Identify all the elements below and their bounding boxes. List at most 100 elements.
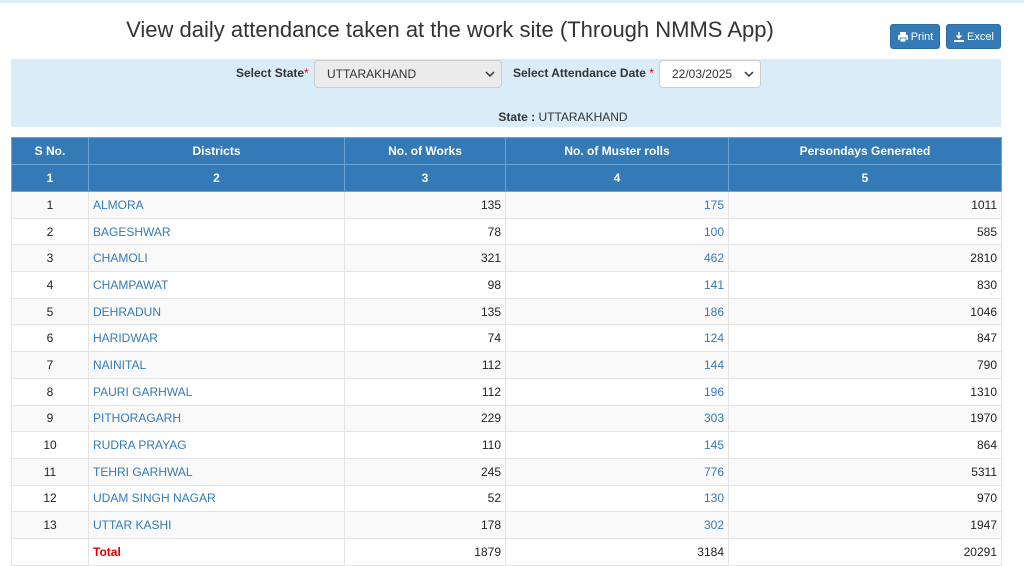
cell-district[interactable]: HARIDWAR (88, 324, 345, 353)
cell-sno: 2 (11, 217, 89, 246)
cell-persondays: 847 (728, 324, 1002, 353)
top-strip (0, 0, 1024, 3)
col-header-sno: S No. (11, 137, 89, 165)
state-info-label: State : (498, 110, 536, 124)
cell-district[interactable]: UDAM SINGH NAGAR (88, 484, 345, 513)
col-index: 1 (11, 164, 89, 192)
cell-muster[interactable]: 303 (505, 404, 729, 433)
muster-link[interactable]: 186 (703, 304, 724, 319)
cell-district[interactable]: ALMORA (88, 191, 345, 219)
muster-link[interactable]: 462 (703, 251, 724, 266)
cell-district[interactable]: BAGESHWAR (88, 217, 345, 246)
cell-works: 52 (344, 484, 506, 513)
muster-link[interactable]: 776 (703, 464, 724, 479)
cell-muster[interactable]: 100 (505, 217, 729, 246)
cell-district[interactable]: PITHORAGARH (88, 404, 345, 433)
cell-sno: 8 (11, 377, 89, 406)
page-title: View daily attendance taken at the work … (126, 17, 774, 42)
date-select[interactable]: 22/03/2025 (659, 60, 761, 88)
cell-district[interactable]: DEHRADUN (88, 297, 345, 326)
muster-link[interactable]: 303 (703, 411, 724, 426)
cell-muster[interactable]: 302 (505, 511, 729, 539)
district-link[interactable]: RUDRA PRAYAG (93, 438, 187, 453)
cell-sno: 13 (11, 511, 89, 539)
district-link[interactable]: PAURI GARHWAL (93, 384, 193, 399)
cell-total-label: Total (88, 537, 345, 566)
district-link[interactable]: CHAMOLI (93, 251, 148, 266)
col-header-muster: No. of Muster rolls (505, 137, 729, 165)
muster-link[interactable]: 145 (703, 438, 724, 453)
table-row: 2 BAGESHWAR 78 100 585 (11, 217, 1002, 246)
district-link[interactable]: PITHORAGARH (93, 411, 182, 426)
total-label: Total (93, 544, 121, 559)
cell-persondays: 790 (728, 351, 1002, 379)
excel-button[interactable]: Excel (946, 24, 1001, 49)
cell-muster[interactable]: 776 (505, 457, 729, 486)
required-mark: * (304, 66, 309, 80)
cell-district[interactable]: CHAMPAWAT (88, 271, 345, 299)
attendance-table: S No. Districts No. of Works No. of Must… (11, 137, 1002, 566)
district-link[interactable]: UTTAR KASHI (93, 518, 172, 533)
table-row: 9 PITHORAGARH 229 303 1970 (11, 404, 1002, 433)
cell-muster[interactable]: 186 (505, 297, 729, 326)
cell-total-persondays: 20291 (728, 537, 1002, 566)
table-row: 12 UDAM SINGH NAGAR 52 130 970 (11, 484, 1002, 513)
printer-icon (897, 31, 908, 42)
cell-district[interactable]: NAINITAL (88, 351, 345, 379)
muster-link[interactable]: 302 (703, 518, 724, 533)
cell-muster[interactable]: 144 (505, 351, 729, 379)
date-select-value: 22/03/2025 (672, 67, 733, 81)
muster-link[interactable]: 124 (703, 331, 724, 346)
table-row: 4 CHAMPAWAT 98 141 830 (11, 271, 1002, 299)
cell-muster[interactable]: 141 (505, 271, 729, 299)
cell-muster[interactable]: 175 (505, 191, 729, 219)
cell-muster[interactable]: 145 (505, 431, 729, 459)
state-select-value: UTTARAKHAND (327, 67, 417, 81)
cell-persondays: 5311 (728, 457, 1002, 486)
col-index: 3 (344, 164, 506, 192)
cell-muster[interactable]: 196 (505, 377, 729, 406)
cell-district[interactable]: CHAMOLI (88, 244, 345, 273)
filter-panel: Select State* UTTARAKHAND Select Attenda… (11, 59, 1001, 127)
required-mark: * (649, 66, 654, 80)
district-link[interactable]: BAGESHWAR (93, 224, 171, 239)
table-row: 1 ALMORA 135 175 1011 (11, 191, 1002, 219)
district-link[interactable]: DEHRADUN (93, 304, 162, 319)
col-index: 4 (505, 164, 729, 192)
muster-link[interactable]: 141 (703, 277, 724, 292)
muster-link[interactable]: 130 (703, 491, 724, 506)
cell-persondays: 1947 (728, 511, 1002, 539)
cell-muster[interactable]: 130 (505, 484, 729, 513)
state-info-value: UTTARAKHAND (538, 110, 628, 124)
district-link[interactable]: CHAMPAWAT (93, 277, 169, 292)
table-row: 10 RUDRA PRAYAG 110 145 864 (11, 431, 1002, 459)
cell-district[interactable]: RUDRA PRAYAG (88, 431, 345, 459)
table-row: 5 DEHRADUN 135 186 1046 (11, 297, 1002, 326)
cell-muster[interactable]: 462 (505, 244, 729, 273)
muster-link[interactable]: 175 (703, 197, 724, 212)
cell-works: 245 (344, 457, 506, 486)
district-link[interactable]: NAINITAL (93, 357, 147, 372)
print-button[interactable]: Print (890, 24, 940, 49)
cell-sno: 4 (11, 271, 89, 299)
cell-works: 112 (344, 351, 506, 379)
chevron-down-icon (485, 71, 495, 78)
state-info: State : UTTARAKHAND (11, 110, 1024, 124)
cell-persondays: 1310 (728, 377, 1002, 406)
muster-link[interactable]: 144 (703, 357, 724, 372)
cell-muster[interactable]: 124 (505, 324, 729, 353)
cell-district[interactable]: UTTAR KASHI (88, 511, 345, 539)
district-link[interactable]: UDAM SINGH NAGAR (93, 491, 216, 506)
cell-district[interactable]: TEHRI GARHWAL (88, 457, 345, 486)
chevron-down-icon (744, 71, 754, 78)
cell-district[interactable]: PAURI GARHWAL (88, 377, 345, 406)
col-header-districts: Districts (88, 137, 345, 165)
state-select[interactable]: UTTARAKHAND (314, 60, 502, 88)
cell-sno: 9 (11, 404, 89, 433)
muster-link[interactable]: 100 (703, 224, 724, 239)
muster-link[interactable]: 196 (703, 384, 724, 399)
cell-sno: 11 (11, 457, 89, 486)
district-link[interactable]: TEHRI GARHWAL (93, 464, 193, 479)
district-link[interactable]: ALMORA (93, 197, 144, 212)
district-link[interactable]: HARIDWAR (93, 331, 158, 346)
